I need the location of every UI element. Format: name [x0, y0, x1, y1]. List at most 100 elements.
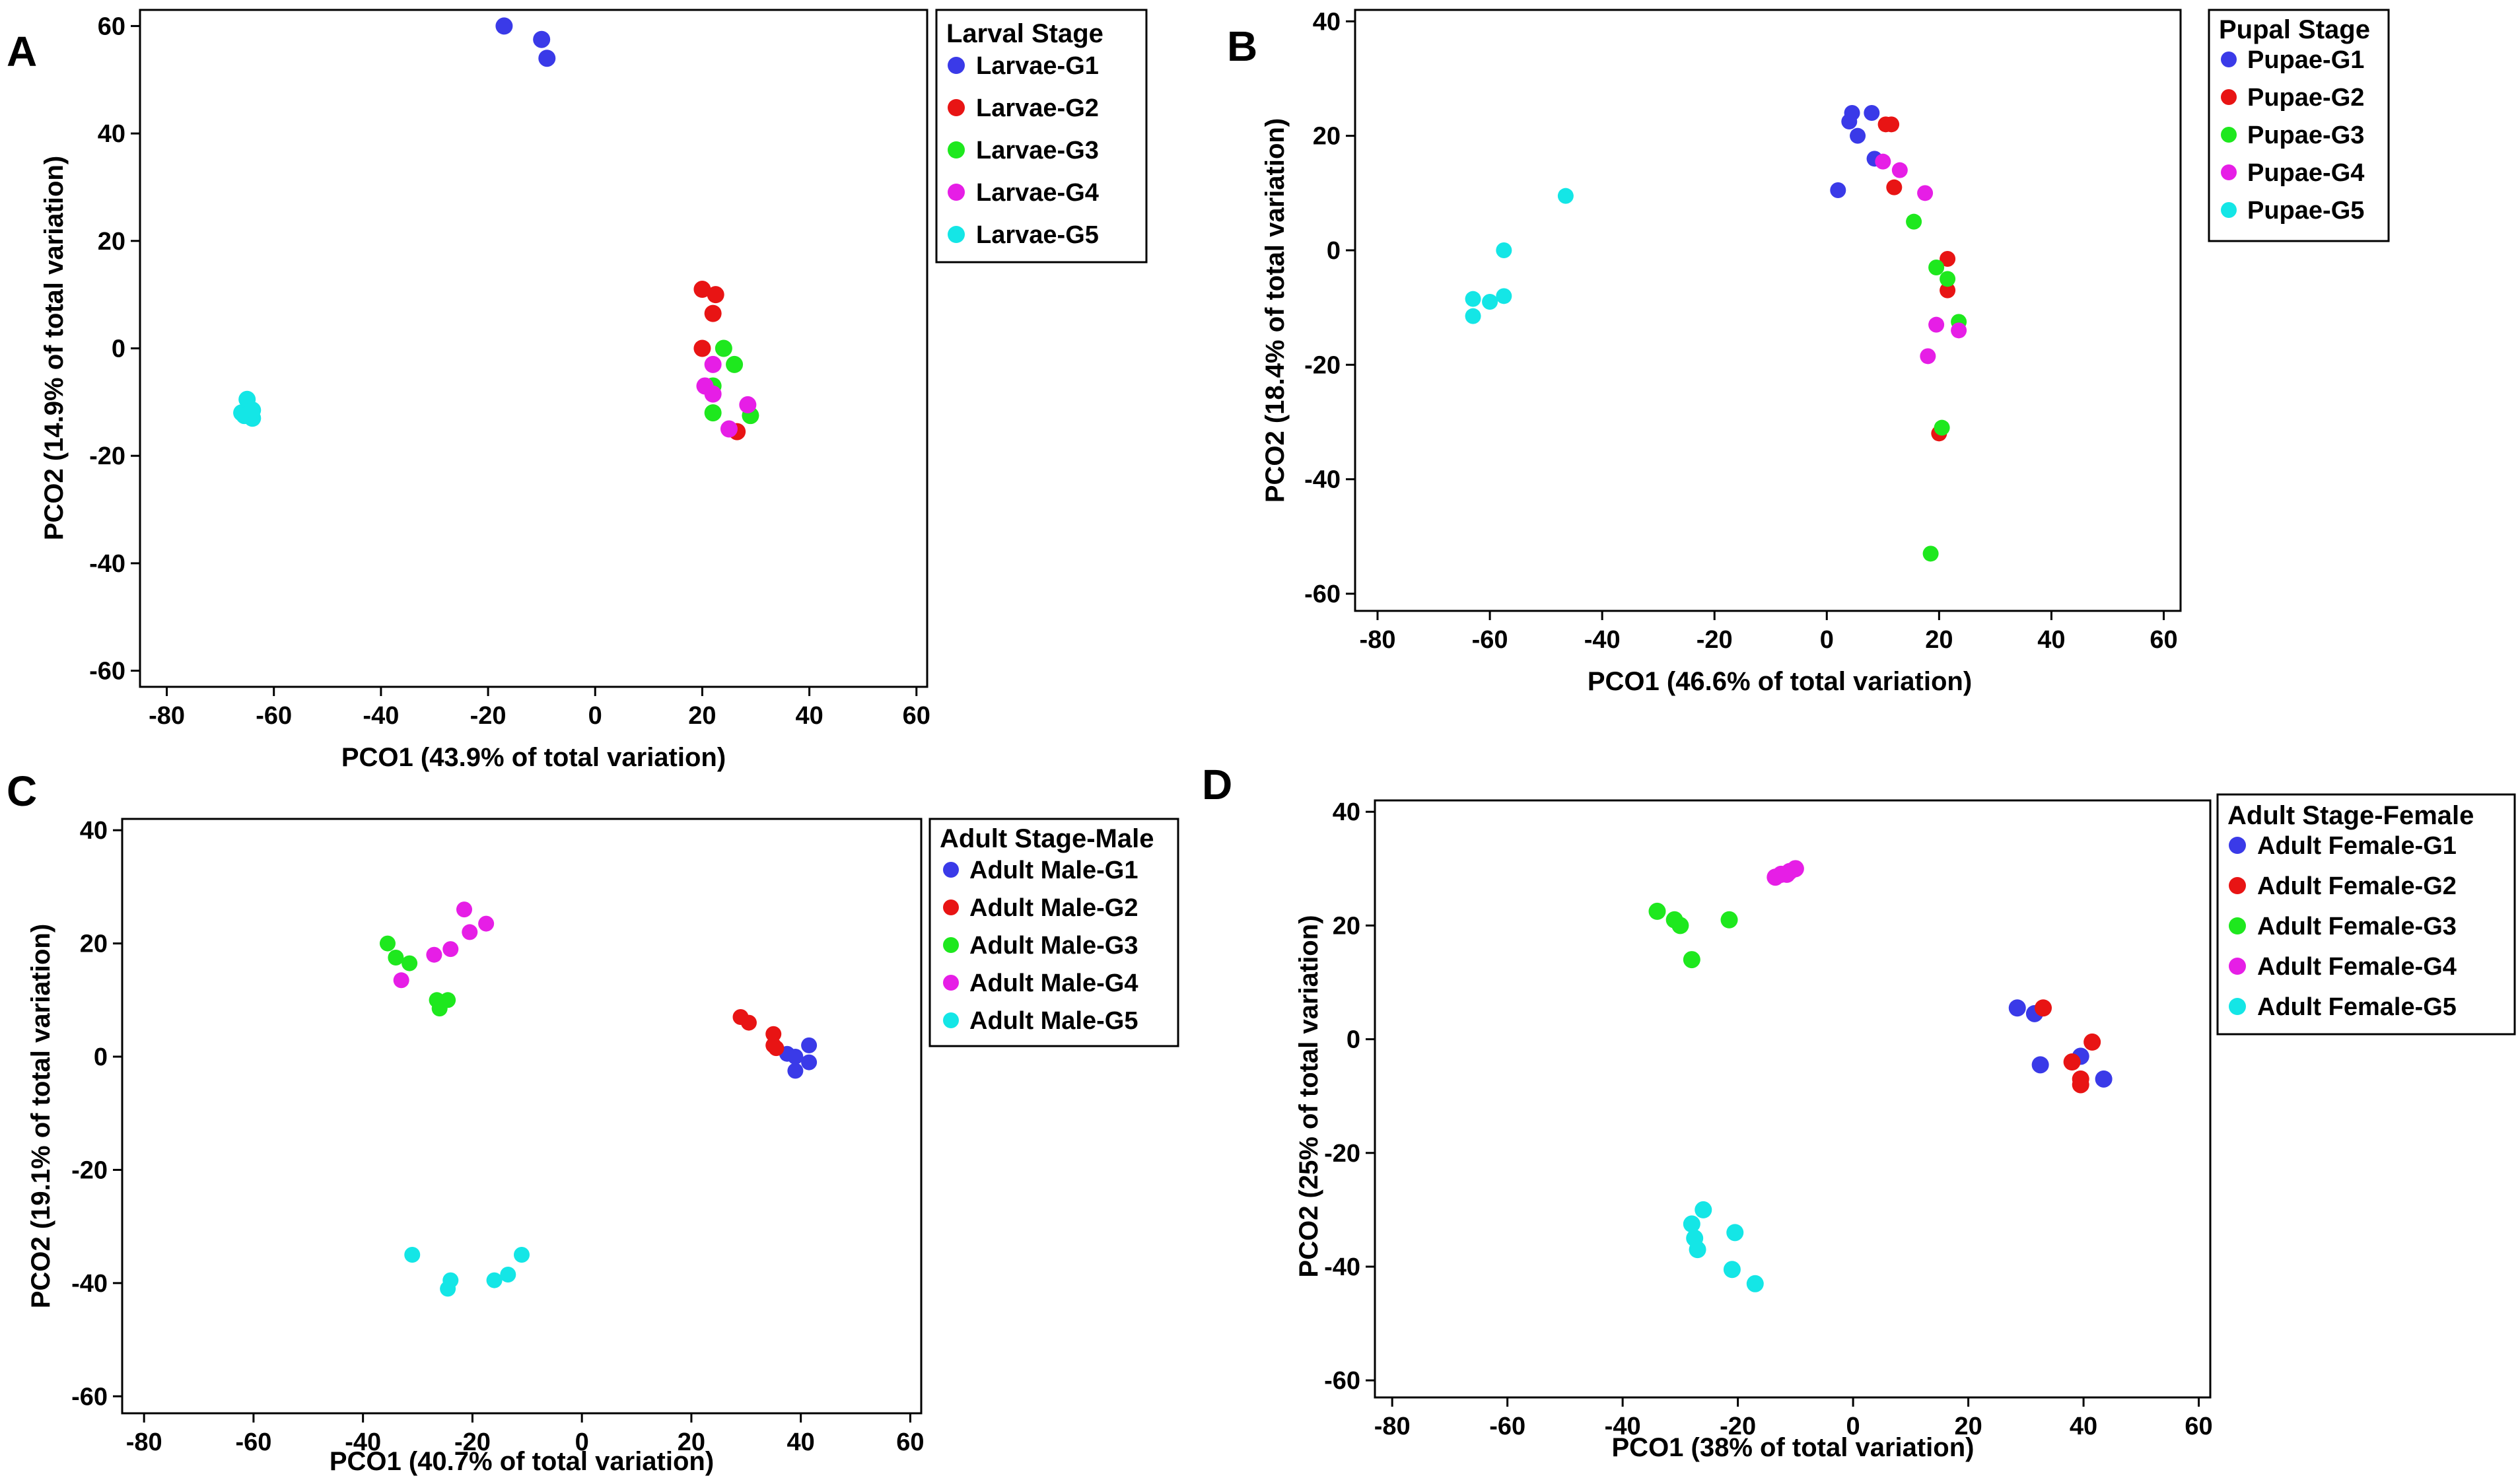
panel-b-point-pupae-g2 [1940, 282, 1956, 299]
panel-b-point-pupae-g5 [1557, 188, 1574, 204]
panel-a-y-tick-label: -40 [89, 550, 125, 578]
panel-a-legend-box [935, 9, 1148, 264]
legend-entry: Adult Male-G3 [969, 932, 1138, 960]
panel-c-x-ticks: -80 -60 -40 -20 0 20 40 60 [126, 1413, 925, 1456]
panel-b-y-tick-label: 20 [1313, 123, 1341, 151]
legend-entry: Larvae-G2 [976, 94, 1099, 122]
legend-marker-icon [943, 899, 959, 915]
panel-c-point-adult-male-g4 [462, 924, 478, 940]
panel-b-point-pupae-g4 [1920, 348, 1936, 365]
panel-c-x-tick-label: 40 [787, 1428, 815, 1456]
panel-a-point-larvae-g4 [720, 420, 738, 438]
panel-c-y-tick-label: -20 [71, 1156, 108, 1184]
panel-a-point-larvae-g1 [533, 30, 551, 48]
panel-b-legend-title: Pupal Stage [2219, 15, 2370, 44]
panel-b-point-pupae-g5 [1496, 242, 1512, 258]
panel-b-y-tick-label: -40 [1304, 466, 1341, 494]
legend-entry: Adult Male-G1 [969, 857, 1138, 884]
panel-b-point-pupae-g4 [1891, 162, 1908, 178]
legend-entry: Adult Female-G2 [2257, 872, 2457, 900]
panel-a-point-larvae-g5 [244, 402, 262, 419]
panel-a-x-tick-label: 20 [688, 702, 716, 730]
panel-b-x-ticks: -80 -60 -40 -20 0 20 40 60 [1360, 611, 2178, 654]
panel-b-point-pupae-g3 [1906, 213, 1922, 230]
panel-c-point-adult-male-g3 [379, 935, 396, 952]
panel-d-point-adult-female-g2 [2083, 1033, 2101, 1051]
panel-c-point-adult-male-g5 [404, 1247, 421, 1263]
panel-a-x-tick-label: -20 [470, 702, 507, 730]
panel-b-y-tick-label: -60 [1304, 581, 1341, 608]
panel-d-point-adult-female-g1 [2031, 1056, 2049, 1074]
legend-entry: Adult Male-G2 [969, 894, 1138, 922]
panel-d-legend: Adult Stage-Female Adult Female-G1Adult … [2216, 793, 2516, 1036]
panel-b-point-pupae-g4 [1928, 316, 1945, 333]
legend-marker-icon [2229, 877, 2246, 894]
panel-c-x-tick-label: 60 [896, 1428, 924, 1456]
panel-d-y-tick-label: 0 [1347, 1026, 1360, 1054]
panel-d-x-tick-label: -80 [1374, 1413, 1411, 1440]
legend-marker-icon [948, 141, 965, 158]
panel-d-label: D [1202, 761, 1232, 808]
legend-entry: Adult Female-G3 [2257, 913, 2457, 940]
panel-b-point-pupae-g3 [1934, 419, 1950, 436]
panel-a-y-ticks: -60 -40 -20 0 20 40 60 [89, 13, 140, 686]
legend-entry: Adult Female-G5 [2257, 993, 2457, 1021]
legend-entry: Pupae-G4 [2247, 159, 2364, 187]
legend-marker-icon [2221, 52, 2237, 67]
panel-c-point-adult-male-g4 [393, 972, 409, 989]
panel-b-point-pupae-g1 [1830, 182, 1846, 198]
legend-marker-icon [2229, 958, 2246, 975]
panel-a-x-tick-label: -80 [149, 702, 185, 730]
panel-d-point-adult-female-g3 [1671, 917, 1689, 934]
panel-b-legend: Pupal Stage Pupae-G1Pupae-G2Pupae-G3Pupa… [2208, 9, 2390, 242]
panel-c-y-tick-label: 0 [94, 1043, 108, 1071]
legend-entry: Adult Male-G5 [969, 1007, 1138, 1035]
panel-c-legend-items: Adult Male-G1 Adult Male-G2 Adult Male-G3 A… [943, 857, 1138, 1035]
legend-entry: Adult Female-G1 [2257, 832, 2457, 860]
legend-marker-icon [943, 862, 959, 878]
panel-a-point-larvae-g4 [739, 396, 757, 413]
panel-d-point-adult-female-g5 [1726, 1224, 1744, 1242]
panel-c-point-adult-male-g2 [768, 1040, 785, 1057]
panel-a-point-larvae-g2 [707, 286, 724, 304]
panel-c-y-tick-label: 40 [80, 817, 108, 845]
panel-d-point-adult-female-g3 [1720, 911, 1738, 929]
panel-d-point-adult-female-g3 [1683, 951, 1700, 969]
legend-entry: Pupae-G5 [2247, 197, 2364, 225]
panel-b-point-pupae-g5 [1465, 308, 1481, 324]
panel-b-x-tick-label: -60 [1472, 626, 1508, 654]
panel-d-y-ticks: -60 -40 -20 0 20 40 [1324, 798, 1375, 1395]
legend-entry: Larvae-G1 [976, 52, 1099, 80]
panel-a-x-tick-label: -60 [256, 702, 292, 730]
panel-c-point-adult-male-g3 [431, 1001, 448, 1017]
panel-d-y-tick-label: -20 [1324, 1140, 1360, 1168]
panel-a-y-tick-label: 20 [98, 228, 125, 256]
panel-b-x-tick-label: -20 [1697, 626, 1733, 654]
panel-a-y-tick-label: 40 [98, 120, 125, 148]
panel-b-x-tick-label: -80 [1360, 626, 1396, 654]
panel-d-y-axis-label: PCO2 (25% of total variation) [1294, 915, 1323, 1278]
panel-c-point-adult-male-g1 [801, 1054, 818, 1071]
panel-c-point-adult-male-g1 [787, 1049, 804, 1065]
panel-a-point-larvae-g1 [495, 17, 513, 35]
legend-marker-icon [2221, 127, 2237, 143]
panel-c: C -80 -60 -40 -20 0 20 40 60 -60 -40 -20 0 20 40 PCO… [7, 767, 1179, 1476]
panel-d-point-adult-female-g1 [2008, 999, 2026, 1017]
panel-d-point-adult-female-g5 [1689, 1241, 1706, 1259]
legend-entry: Pupae-G1 [2247, 46, 2364, 74]
panel-d-legend-items: Adult Female-G1 Adult Female-G2 Adult Fema… [2229, 832, 2457, 1021]
panel-d-point-adult-female-g5 [1695, 1201, 1712, 1218]
panel-a-point-larvae-g3 [704, 404, 722, 422]
panel-c-point-adult-male-g4 [456, 901, 472, 918]
panel-b-point-pupae-g4 [1917, 185, 1934, 201]
panel-a-y-axis-label: PCO2 (14.9% of total variation) [40, 156, 69, 540]
panel-c-x-axis-label: PCO1 (40.7% of total variation) [330, 1447, 714, 1476]
panel-d-points [1648, 860, 2113, 1292]
legend-marker-icon [2221, 89, 2237, 105]
panel-b-point-pupae-g4 [1951, 322, 1967, 339]
panel-b-y-tick-label: 0 [1327, 237, 1341, 265]
panel-a-legend-items: Larvae-G1 Larvae-G2 Larvae-G3 Larvae-G4 Larv… [948, 52, 1099, 249]
panel-d-x-axis-label: PCO1 (38% of total variation) [1612, 1433, 1975, 1462]
panel-a: A -80 -60 -40 -20 0 20 40 60 -60 -40 -20 0 20 40 60 P… [7, 9, 1148, 772]
panel-c-x-tick-label: -20 [454, 1428, 491, 1456]
